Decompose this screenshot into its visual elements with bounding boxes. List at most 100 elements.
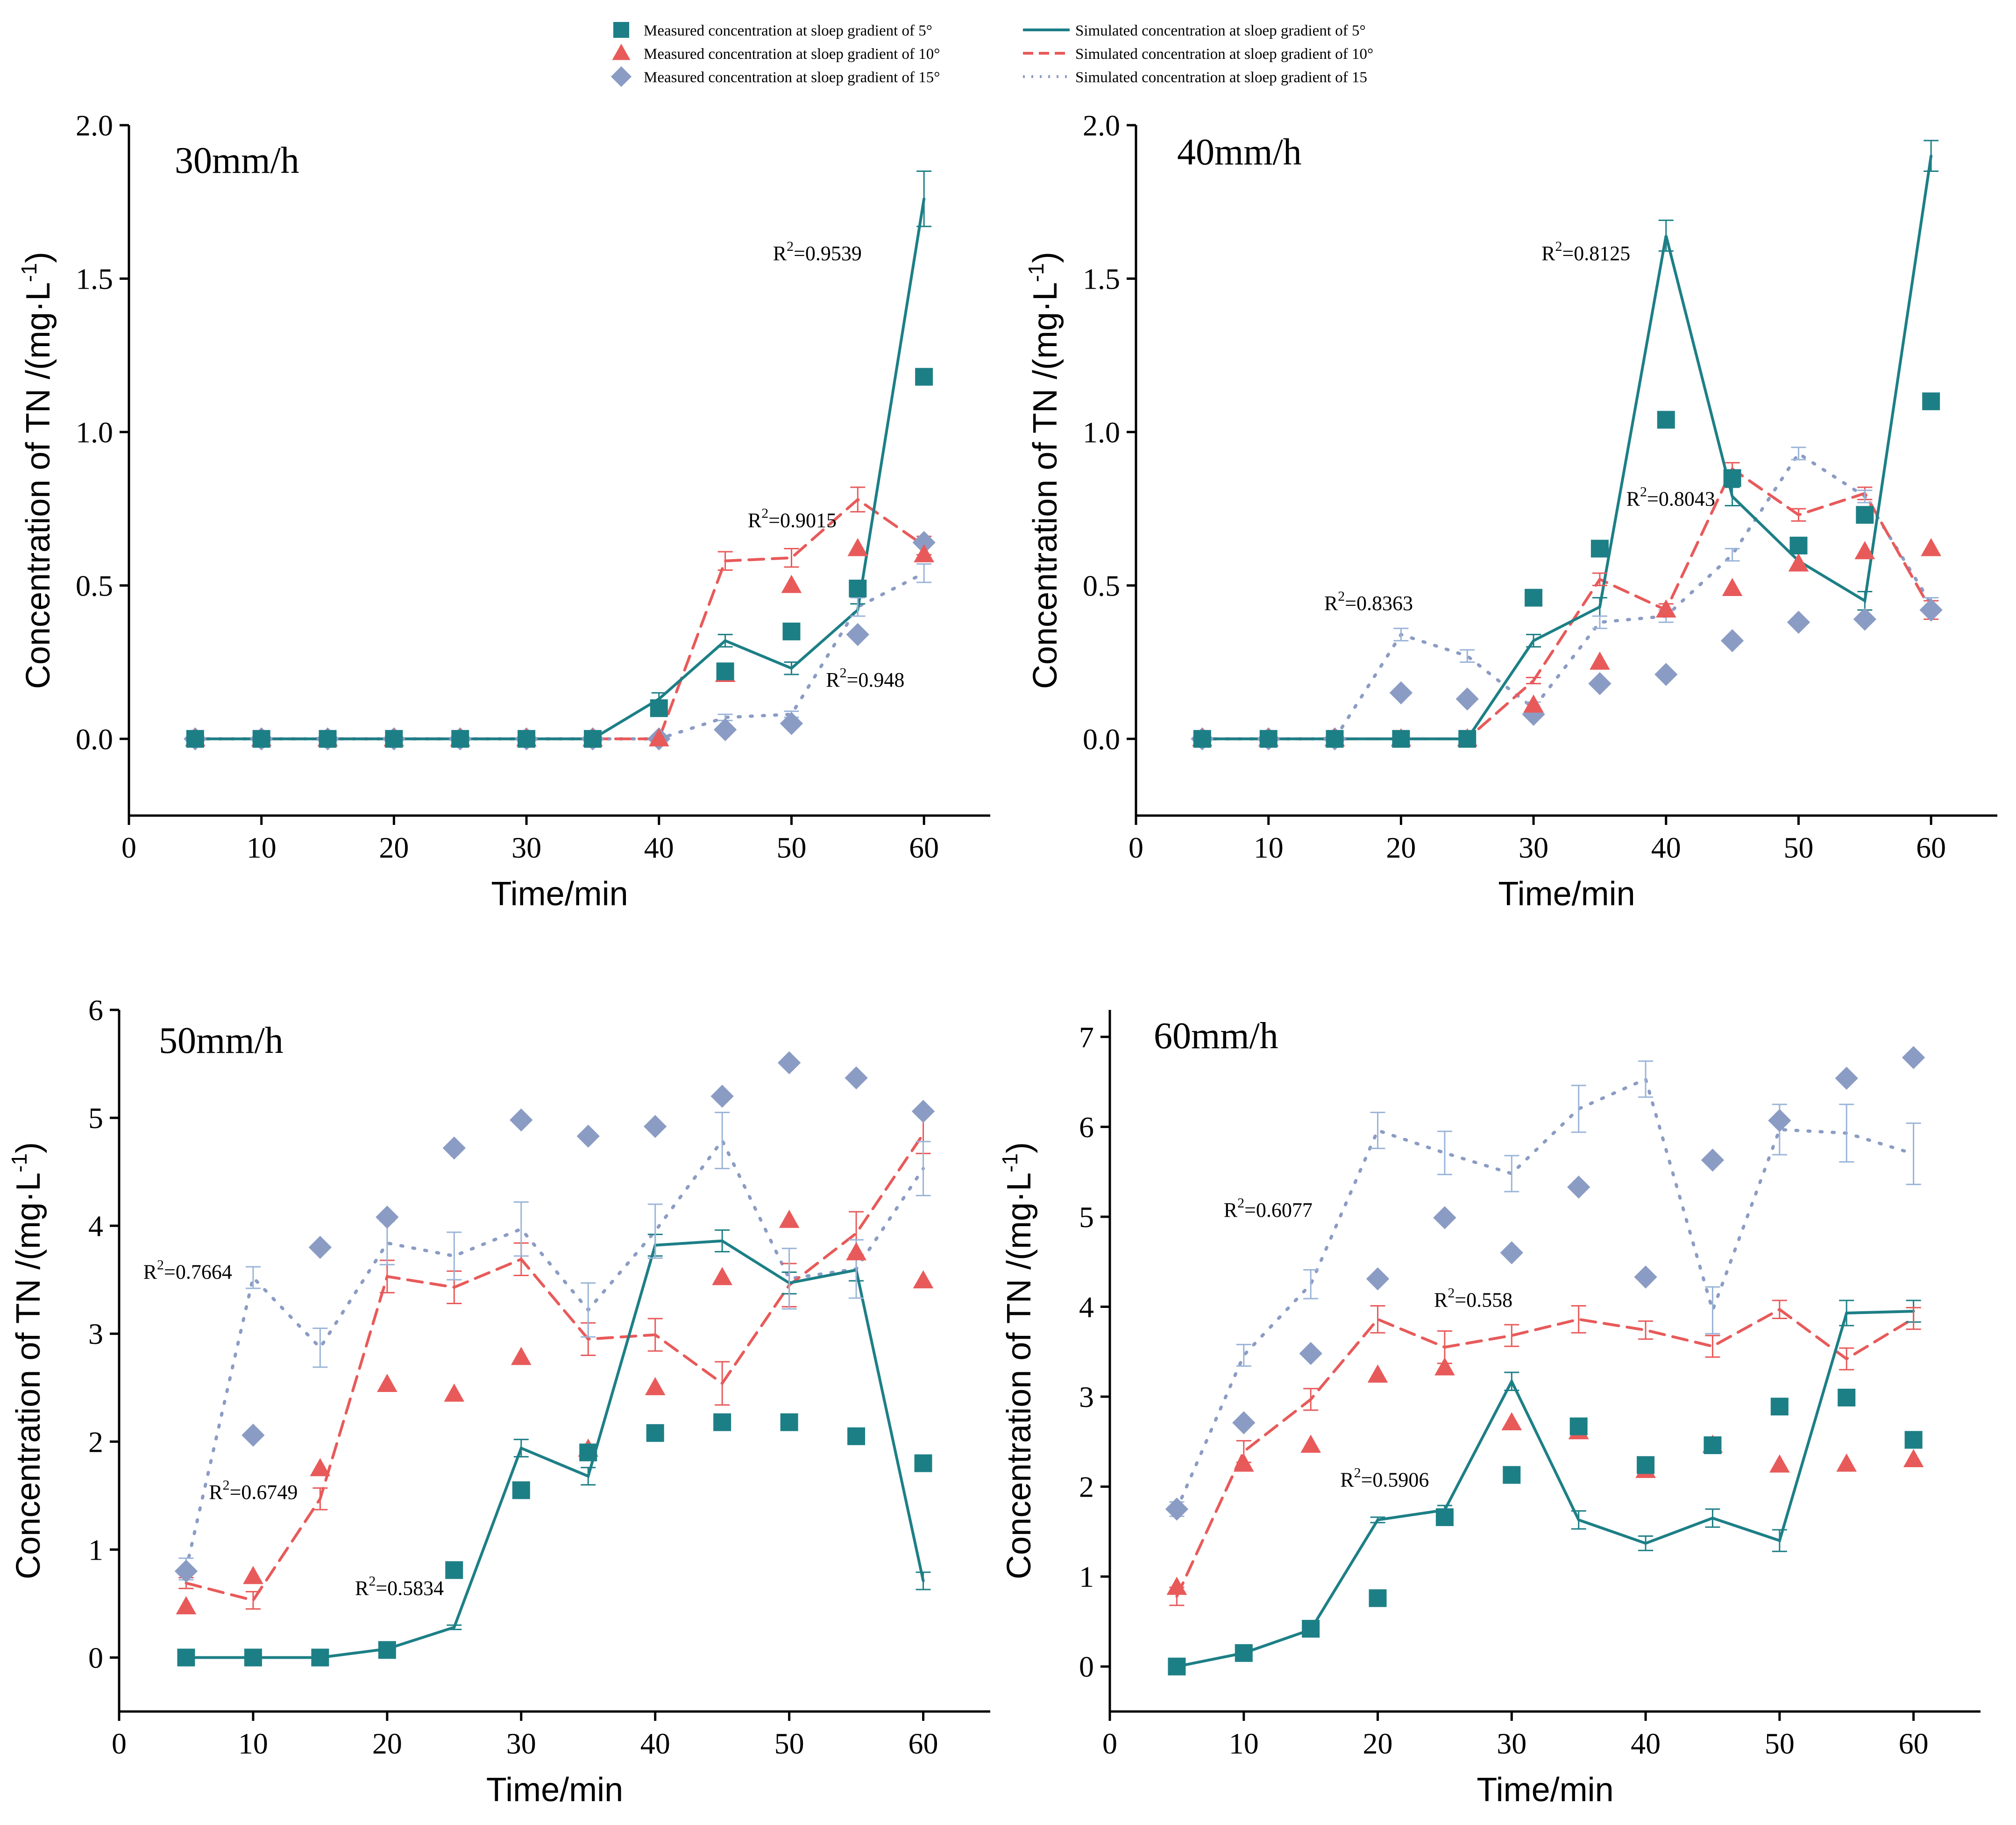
measured-point-s15 [1366,1267,1390,1291]
measured-point-s5 [583,730,602,748]
measured-point-s5 [780,1413,798,1431]
measured-point-s15 [1165,1498,1189,1521]
measured-point-s5 [1326,730,1344,748]
measured-point-s15 [1389,681,1413,704]
measured-point-s5 [1302,1619,1320,1638]
r2-annotation: R2=0.8043 [1626,484,1715,511]
measured-point-s5 [252,730,270,748]
error-bar-s10 [1526,676,1541,685]
x-tick-label: 30 [511,831,541,864]
measured-point-s15 [780,712,803,735]
r2-annotation: R2=0.9015 [748,506,837,532]
error-bar-s5 [1638,1535,1654,1551]
error-bar-s15 [245,1266,261,1289]
r2-annotation: R2=0.7664 [143,1257,232,1283]
panel-title: 60mm/h [1154,1015,1278,1057]
error-bar-s5 [1725,486,1740,507]
r2-annotation: R2=0.5834 [355,1573,444,1599]
measured-point-s10 [1655,599,1676,618]
legend: Measured concentration at sloep gradient… [610,22,1373,87]
measured-point-s5 [1904,1431,1923,1449]
measured-point-s5 [385,730,403,748]
legend-label: Measured concentration at sloep gradient… [644,46,940,63]
error-bar-s15 [1460,649,1475,663]
measured-point-s10 [1921,538,1942,556]
axes-frame [1108,1010,1981,1713]
y-tick-label: 4 [1079,1290,1094,1323]
measured-point-s15 [911,1100,935,1123]
y-tick-label: 1.5 [1083,262,1120,295]
r2-annotation: R2=0.8363 [1324,589,1413,615]
error-bar-s15 [581,1282,596,1338]
measured-point-s5 [1193,730,1211,748]
x-tick-label: 50 [776,831,806,864]
measured-point-s5 [451,730,469,748]
panel-2: 0 10 20 30 40 50 60 0.0 0.5 1.0 1.5 2.0 Time/min Conc… [1024,109,1997,913]
x-tick-label: 50 [774,1727,804,1760]
measured-point-s5 [1590,540,1609,558]
error-bar-s10 [245,1591,261,1610]
measured-point-s10 [1903,1449,1924,1467]
x-tick-label: 40 [640,1727,670,1760]
error-bar-s15 [1437,1130,1452,1175]
measured-point-s5 [1235,1644,1253,1662]
measured-point-s5 [914,1454,932,1472]
error-bar-s10 [1303,1388,1319,1411]
measured-point-s15 [845,1066,868,1090]
measured-point-s15 [1787,611,1810,634]
y-tick-label: 2.0 [1083,109,1120,142]
y-tick-label: 2.0 [76,109,113,142]
measured-point-s5 [579,1443,597,1462]
measured-point-s10 [914,544,935,562]
measured-point-s10 [1166,1576,1187,1595]
error-bar-s10 [1705,1335,1720,1358]
error-bar-s10 [647,1318,663,1352]
y-axis-title: Concentration of TN /(mg·L-1) [998,1142,1038,1579]
r2-annotation: R2=0.5906 [1340,1465,1429,1491]
error-bar-s15 [1504,1155,1519,1193]
x-tick-label: 40 [1631,1727,1661,1760]
x-tick-label: 30 [1497,1727,1526,1760]
x-axis-title: Time/min [491,875,628,913]
measured-point-s15 [174,1559,198,1583]
measured-point-s5 [1458,730,1477,748]
error-bar-s15 [647,1203,663,1259]
legend-marker-s5 [613,22,629,38]
y-tick-label: 5 [1079,1200,1094,1234]
x-axis-title: Time/min [1498,875,1635,913]
measured-point-s5 [319,730,337,748]
legend-label: Simulated concentration at sloep gradien… [1075,46,1373,63]
measured-point-s10 [846,1242,866,1261]
error-bar-s5 [1370,1516,1385,1524]
y-tick-label: 1.5 [76,262,113,295]
measured-point-s5 [1525,589,1543,607]
simulated-line-s15 [184,1137,925,1571]
y-tick-label: 6 [1079,1110,1094,1143]
error-bar-s5 [1658,220,1674,252]
measured-point-s5 [650,699,668,717]
measured-point-s15 [1701,1148,1725,1172]
y-tick-label: 6 [88,994,103,1027]
r2-annotation: R2=0.558 [1434,1285,1512,1311]
measured-point-s5 [244,1648,262,1667]
error-bar-s10 [1370,1305,1385,1334]
measured-point-s5 [1168,1657,1186,1676]
measured-point-s5 [1503,1466,1521,1484]
measured-point-s10 [1722,578,1743,596]
measured-point-s10 [712,1267,733,1285]
error-bar-s15 [513,1201,529,1257]
error-bar-s10 [784,548,799,568]
error-bar-s5 [513,1439,529,1458]
error-bar-s10 [1906,1307,1921,1330]
measured-point-s5 [782,622,801,640]
panel-title: 30mm/h [175,140,299,181]
simulated-line-s15 [193,571,926,741]
simulated-line-s10 [193,497,926,740]
y-tick-label: 1 [1079,1560,1094,1593]
measured-point-s10 [1367,1364,1388,1383]
legend-label: Simulated concentration at sloep gradien… [1075,69,1367,86]
error-bar-s15 [715,1112,730,1170]
measured-point-s5 [915,368,933,386]
